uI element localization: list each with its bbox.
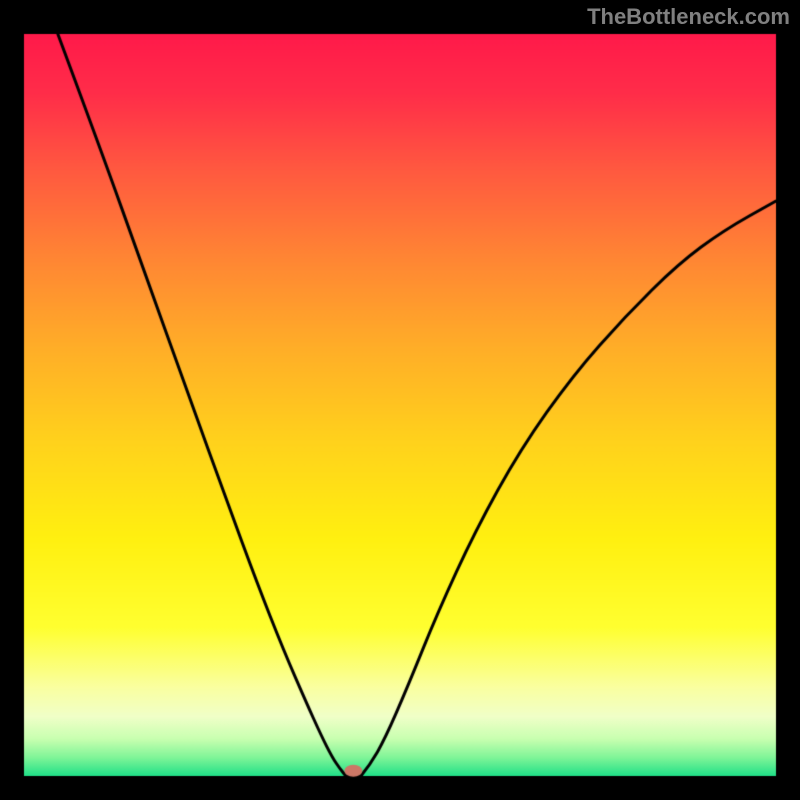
watermark-text: TheBottleneck.com [587,4,790,30]
bottleneck-chart [0,0,800,800]
